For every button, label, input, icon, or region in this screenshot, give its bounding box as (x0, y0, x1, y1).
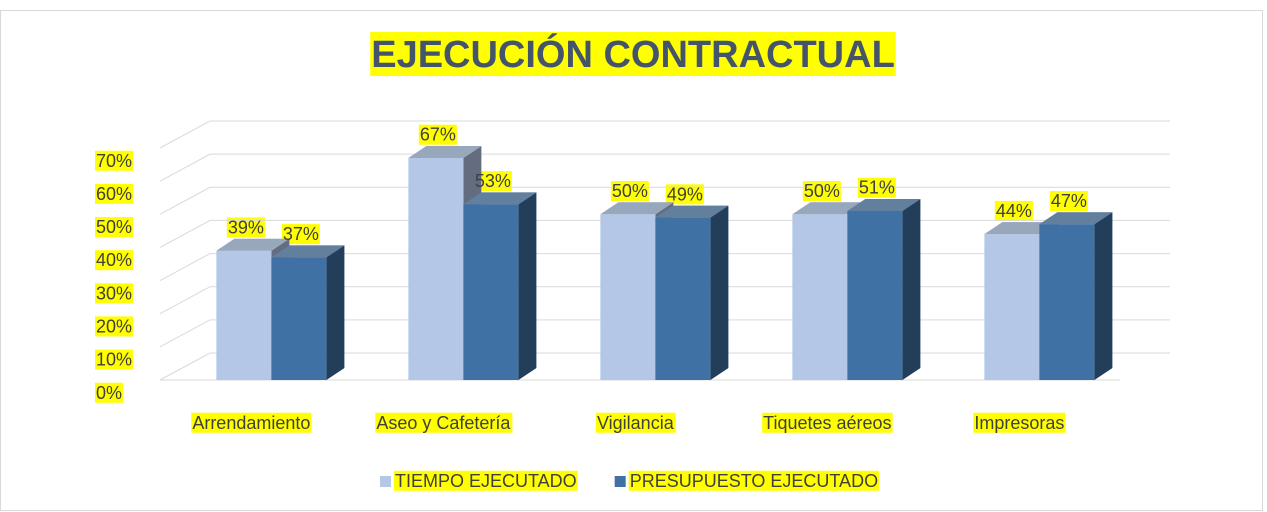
text-highlight (665, 184, 704, 205)
bar-top-shade (271, 245, 345, 258)
text-highlight (95, 250, 134, 271)
text-highlight (95, 382, 124, 403)
text-highlight (95, 150, 134, 171)
bar-front (792, 214, 848, 380)
data-label: 51% (859, 178, 895, 198)
data-label: 50% (804, 181, 840, 201)
text-highlight (610, 181, 649, 202)
text-highlight (394, 470, 578, 491)
y-tick-label: 20% (96, 316, 132, 336)
text-highlight (95, 349, 134, 370)
bar-top-shade (792, 202, 866, 215)
x-tick-label: Arrendamiento (192, 413, 310, 433)
y-tick-label: 40% (96, 250, 132, 270)
text-highlight (802, 181, 841, 202)
bar-front (271, 257, 327, 380)
bar-side (710, 205, 729, 380)
x-tick-label: Impresoras (974, 413, 1064, 433)
highlights (95, 32, 1088, 491)
y-tick-label: 30% (96, 283, 132, 303)
text-highlight (191, 412, 312, 433)
bar (655, 205, 729, 380)
bar-side-shade (1094, 212, 1113, 380)
grid-line (159, 186, 1170, 215)
bar-side (1094, 212, 1113, 380)
legend-swatch (614, 476, 626, 487)
bar-top-shade (600, 202, 674, 215)
y-tick-label: 60% (96, 184, 132, 204)
data-label: 44% (996, 201, 1032, 221)
text-highlight (95, 316, 134, 337)
chart-title: EJECUCIÓN CONTRACTUAL (371, 32, 895, 76)
bar-top-shade (655, 205, 729, 218)
bar (1039, 212, 1113, 380)
text-highlight (628, 470, 880, 491)
y-tick-label: 70% (96, 151, 132, 171)
y-tick-label: 50% (96, 217, 132, 237)
bar-side-shade (710, 205, 729, 380)
bar-side (902, 198, 921, 380)
text-highlight (762, 412, 893, 433)
x-tick-label: Aseo y Cafetería (376, 413, 511, 433)
bar-front (847, 210, 903, 380)
bar-front (600, 214, 656, 380)
bar-top-shade (463, 192, 537, 205)
bar-top-shade (1039, 212, 1113, 225)
bar-side-shade (326, 245, 345, 380)
data-label: 50% (612, 181, 648, 201)
grid-line (159, 120, 1170, 149)
bar-side-shade (518, 192, 537, 380)
bar-front (1039, 224, 1095, 380)
data-label: 37% (283, 224, 319, 244)
y-tick-label: 10% (96, 350, 132, 370)
legend-label: TIEMPO EJECUTADO (395, 471, 577, 491)
y-tick-label: 0% (96, 383, 122, 403)
bar-top-shade (847, 198, 921, 211)
bar-top-shade (408, 145, 482, 158)
text-highlight (370, 32, 896, 77)
data-label: 47% (1051, 191, 1087, 211)
data-label: 53% (475, 171, 511, 191)
chart-frame (0, 10, 1263, 511)
bar-side (518, 192, 537, 380)
grid-line (159, 153, 1170, 182)
bar-front (216, 250, 272, 380)
bar-side (326, 245, 345, 380)
text-highlight (418, 124, 457, 145)
legend-swatch (380, 476, 391, 487)
bar-front (984, 234, 1040, 380)
bar-front (655, 217, 711, 380)
bar-top-shade (216, 238, 290, 251)
text-highlight (281, 224, 320, 245)
text-highlight (375, 412, 513, 433)
bar (847, 198, 921, 380)
bar-top-shade (984, 222, 1058, 235)
text-highlight (595, 412, 676, 433)
bar (271, 245, 345, 380)
data-label: 67% (420, 125, 456, 145)
x-tick-label: Vigilancia (597, 413, 675, 433)
data-label: 39% (228, 217, 264, 237)
text-highlight (95, 217, 134, 238)
bar (463, 192, 537, 380)
bar-front (463, 204, 519, 380)
text-highlight (473, 171, 512, 192)
bar-side-shade (902, 198, 921, 380)
text-highlight (95, 183, 134, 204)
text-highlight (1049, 190, 1088, 211)
data-label: 49% (667, 184, 703, 204)
text-highlight (973, 412, 1066, 433)
text-highlight (994, 200, 1033, 221)
text-highlight (226, 217, 265, 238)
bar-front (408, 157, 464, 380)
x-tick-label: Tiquetes aéreos (763, 413, 891, 433)
text-highlight (95, 283, 134, 304)
legend-label: PRESUPUESTO EJECUTADO (630, 471, 878, 491)
